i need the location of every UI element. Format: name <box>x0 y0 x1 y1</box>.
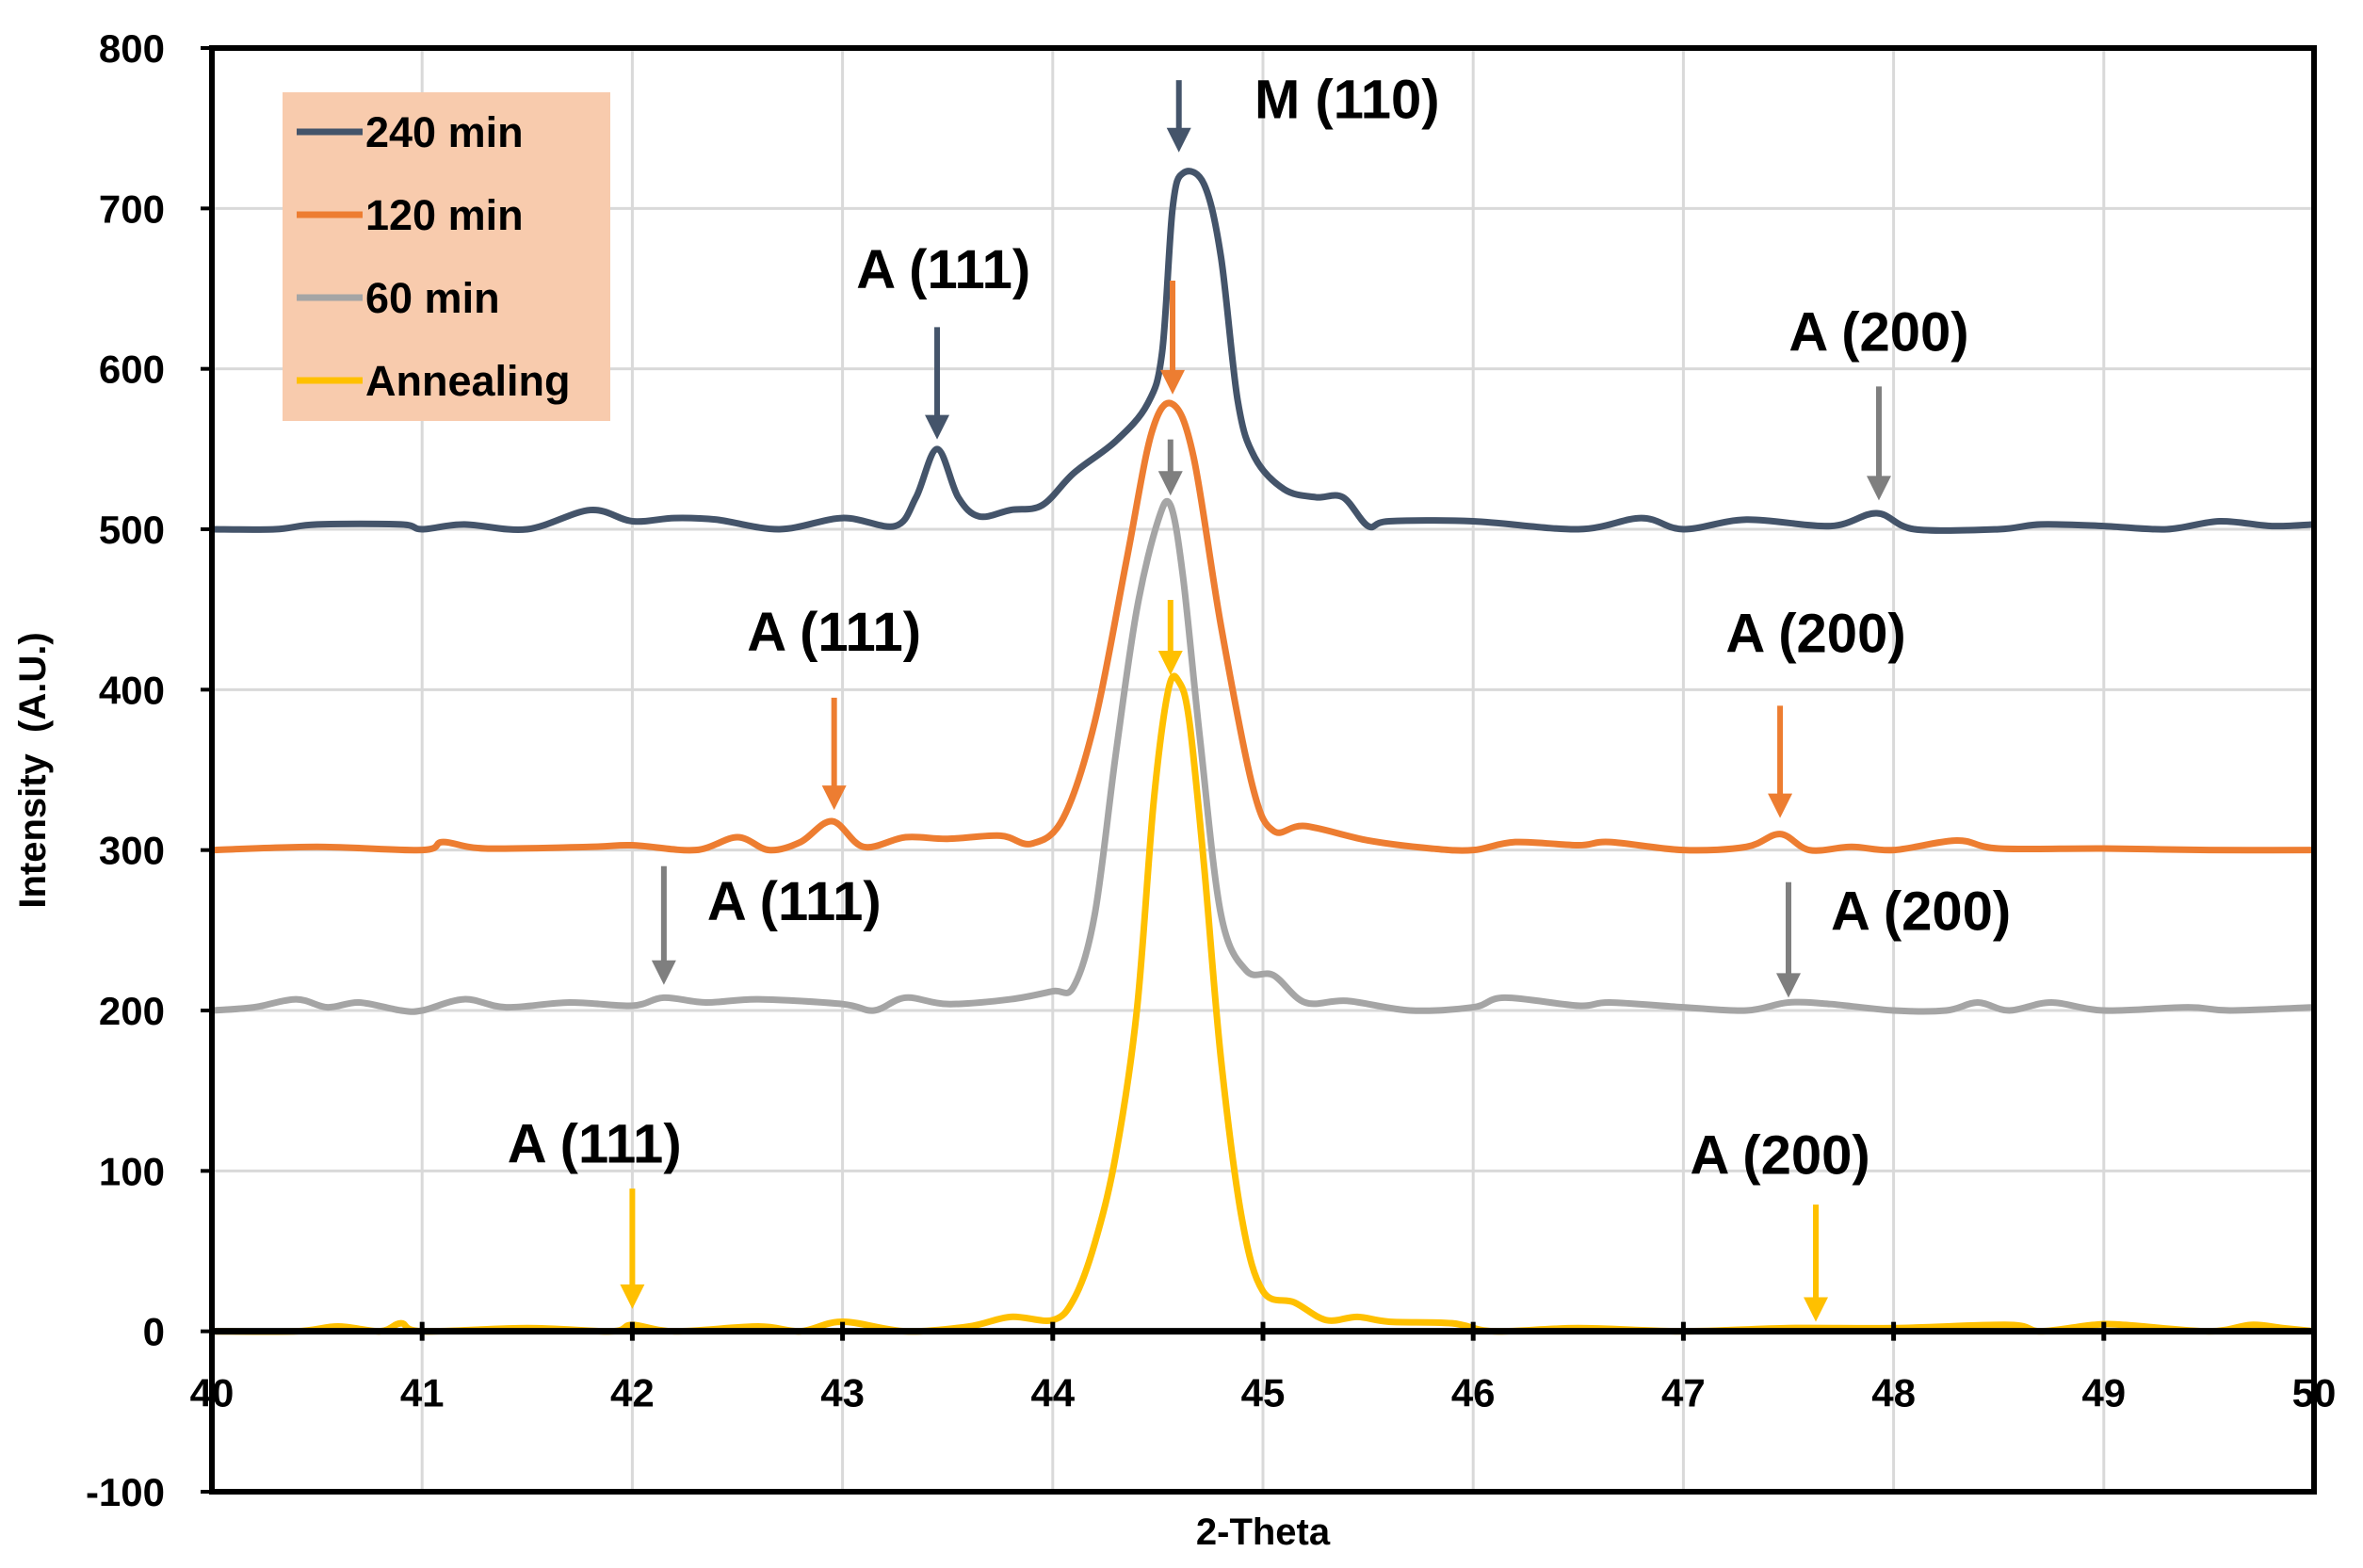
arrow-head-icon <box>1166 127 1191 153</box>
series-line-60-min <box>211 497 2315 1015</box>
legend-item: 120 min <box>297 191 524 239</box>
y-tick-label: 100 <box>99 1149 165 1193</box>
legend-item: 60 min <box>297 274 500 322</box>
peak-annotations: M (110) A (111) A (200) A (111) A (200) A (11… <box>508 70 2011 1322</box>
y-tick-label: 500 <box>99 508 165 552</box>
y-tick-label: 400 <box>99 668 165 712</box>
annotation-label: A (200) <box>1690 1124 1869 1186</box>
series-line-240-min <box>211 168 2315 534</box>
y-axis-title: Intensity (A.U.) <box>12 632 54 908</box>
annotation <box>1157 599 1183 676</box>
arrow-head-icon <box>1866 476 1891 501</box>
arrow-head-icon <box>821 785 847 811</box>
x-tick-label: 42 <box>610 1371 655 1415</box>
legend-label: 60 min <box>365 274 500 322</box>
y-tick-label: 800 <box>99 26 165 71</box>
legend-label: Annealing <box>365 357 571 405</box>
x-tick-label: 48 <box>1871 1371 1916 1415</box>
annotation: A (200) <box>1690 1124 1870 1322</box>
arrow-head-icon <box>1157 651 1183 676</box>
annotation: A (200) <box>1788 301 1969 501</box>
series-line-120-min <box>211 399 2315 854</box>
x-tick-label: 49 <box>2081 1371 2126 1415</box>
annotation-label: A (111) <box>508 1113 682 1174</box>
arrow-head-icon <box>925 414 950 440</box>
x-tick-label: 41 <box>400 1371 445 1415</box>
annotation: A (111) <box>856 239 1030 440</box>
arrow-head-icon <box>1776 973 1801 998</box>
annotation: A (111) <box>747 602 921 811</box>
annotation-label: A (111) <box>856 239 1030 300</box>
y-tick-label: 0 <box>143 1310 165 1354</box>
y-tick-label: 600 <box>99 348 165 392</box>
annotation: A (200) <box>1776 881 2011 998</box>
annotation <box>1157 439 1183 496</box>
x-axis: 40 41 42 43 44 45 46 47 48 49 50 <box>190 1321 2336 1415</box>
annotation: A (200) <box>1725 604 1906 818</box>
annotation-label: M (110) <box>1254 70 1440 131</box>
x-tick-label: 45 <box>1241 1371 1286 1415</box>
annotation-label: A (200) <box>1725 604 1905 665</box>
annotation: A (111) <box>508 1113 682 1309</box>
legend-item: Annealing <box>297 357 571 405</box>
annotation <box>1160 280 1186 395</box>
x-tick-label: 46 <box>1451 1371 1496 1415</box>
legend-item: 240 min <box>297 108 524 156</box>
y-tick-label: 200 <box>99 989 165 1033</box>
x-tick-label: 47 <box>1661 1371 1706 1415</box>
legend-label: 120 min <box>365 191 524 239</box>
arrow-head-icon <box>1804 1297 1829 1322</box>
arrow-head-icon <box>651 960 676 985</box>
arrow-head-icon <box>1768 793 1793 818</box>
annotation-label: A (111) <box>747 602 921 663</box>
arrow-head-icon <box>1157 471 1183 496</box>
x-axis-title: 2-Theta <box>1196 1511 1331 1553</box>
annotation: A (111) <box>651 865 882 985</box>
y-tick-label: -100 <box>86 1470 165 1514</box>
annotation-label: A (200) <box>1788 301 1968 363</box>
annotation-label: A (200) <box>1831 881 2011 942</box>
y-tick-label: 700 <box>99 186 165 231</box>
legend-box <box>283 92 610 421</box>
x-tick-label: 43 <box>820 1371 865 1415</box>
plot-frame <box>209 45 2317 1495</box>
legend-label: 240 min <box>365 108 524 156</box>
y-axis: -100 0 100 200 300 400 500 600 700 800 <box>86 26 212 1514</box>
y-tick-label: 300 <box>99 829 165 873</box>
annotation-label: A (111) <box>707 871 882 932</box>
annotation: M (110) <box>1166 70 1440 153</box>
x-tick-label: 44 <box>1030 1371 1075 1415</box>
arrow-head-icon <box>620 1284 645 1309</box>
arrow-head-icon <box>1160 369 1186 395</box>
legend: 240 min 120 min 60 min Annealing <box>283 92 610 421</box>
